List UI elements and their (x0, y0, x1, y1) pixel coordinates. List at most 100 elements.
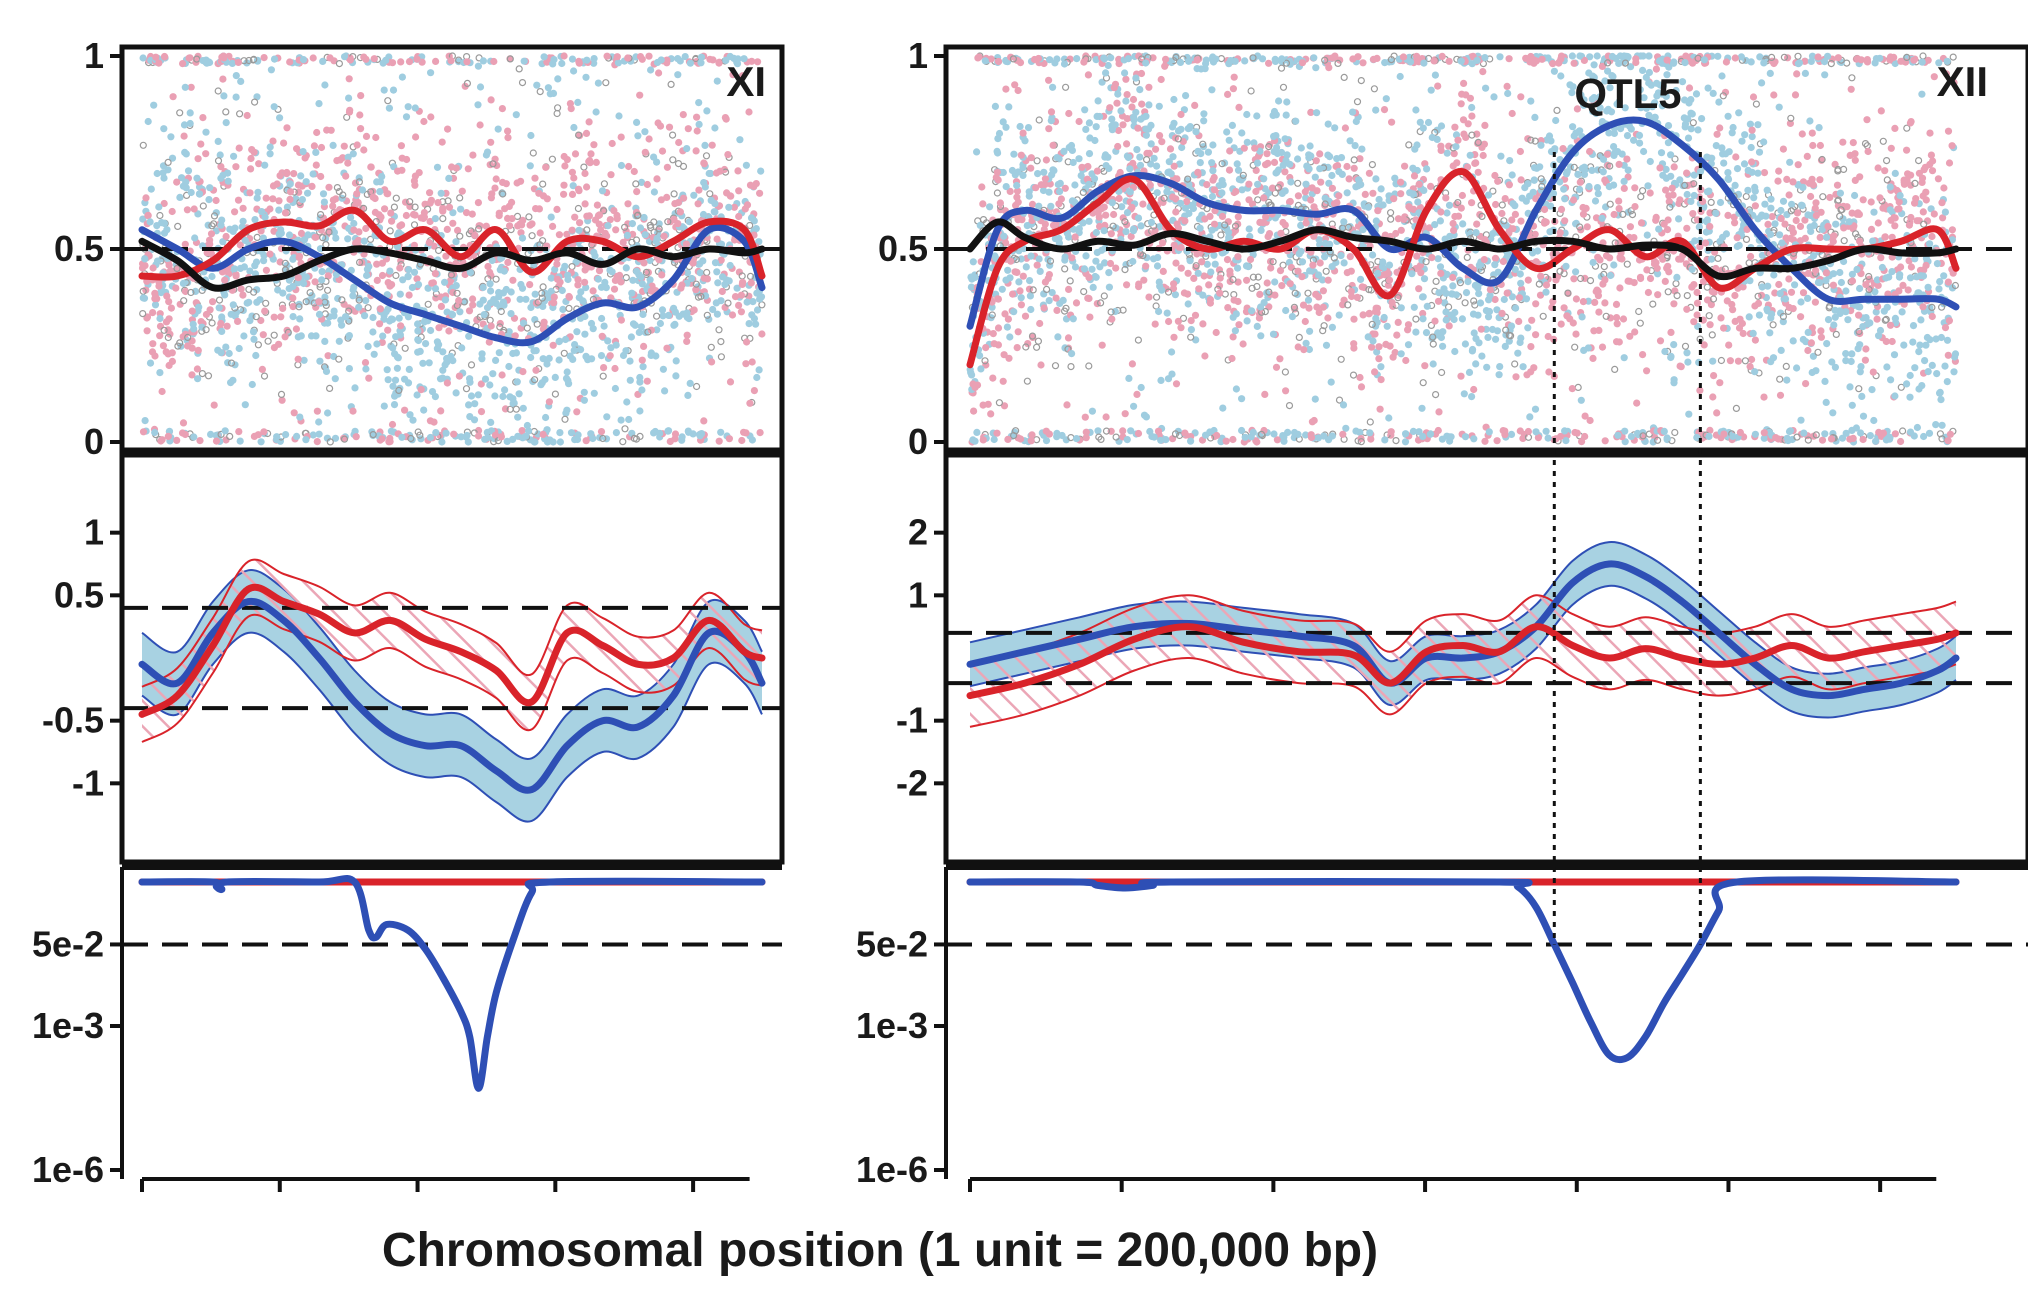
XI-genotype-point (236, 241, 244, 249)
XI-genotype-point (378, 338, 386, 346)
XI-genotype-point (174, 342, 182, 350)
XII-genotype-point (1673, 273, 1681, 281)
XI-genotype-point (549, 60, 557, 68)
XII-genotype-point (1151, 320, 1159, 328)
XI-genotype-point (629, 276, 637, 284)
XI-genotype-point (486, 316, 494, 324)
XI-genotype-point (670, 321, 678, 329)
XI-genotype-point (141, 417, 149, 425)
XI-genotype-point (364, 342, 372, 350)
XI-genotype-point (179, 279, 187, 287)
XII-genotype-point (1196, 159, 1204, 167)
XII-genotype-point (1169, 435, 1177, 443)
XI-genotype-point (194, 346, 202, 354)
XI-genotype-point (542, 163, 550, 171)
XII-genotype-point (1601, 77, 1609, 85)
XI-genotype-point (311, 233, 319, 241)
XII-genotype-point (1909, 338, 1917, 346)
XI-genotype-point (518, 234, 527, 242)
XII-genotype-point (1235, 175, 1243, 183)
XI-genotype-point (542, 413, 550, 422)
XI-genotype-point (574, 281, 582, 289)
XII-genotype-point (1123, 281, 1131, 289)
XII-genotype-point (1746, 362, 1754, 371)
XI-genotype-point (164, 432, 172, 440)
XI-genotype-point (336, 156, 344, 164)
XII-genotype-point (1371, 368, 1379, 376)
XI-genotype-point (425, 359, 433, 367)
XI-genotype-point (164, 158, 172, 166)
XII-genotype-point (1458, 191, 1466, 200)
XII-genotype-point (1705, 312, 1713, 320)
XI-genotype-point (202, 326, 210, 334)
XI-genotype-point (659, 312, 667, 320)
XII-genotype-point (1391, 348, 1399, 357)
XI-genotype-point (491, 184, 499, 192)
XI-genotype-point (322, 367, 331, 375)
XI-genotype-point (168, 357, 176, 365)
XII-genotype-point (1143, 149, 1151, 157)
XII-genotype-point (1376, 405, 1384, 413)
XII-genotype-point (1128, 360, 1136, 368)
XI-genotype-point (616, 271, 624, 279)
XII-genotype-point (1844, 316, 1852, 324)
XI-genotype-point (257, 227, 265, 235)
XI-genotype-point (508, 198, 516, 206)
XI-genotype-point (207, 430, 215, 438)
XI-genotype-point (547, 213, 555, 221)
XI-genotype-point (384, 97, 392, 105)
XII-genotype-point (1920, 432, 1928, 441)
XII-genotype-point (1751, 183, 1759, 191)
XI-top-y-tick-label: 0 (84, 421, 104, 462)
XI-genotype-point (700, 160, 708, 168)
XII-genotype-point (1616, 52, 1624, 60)
XI-genotype-point (520, 319, 528, 327)
XI-genotype-point (581, 330, 589, 338)
XI-genotype-point (641, 231, 649, 239)
XI-genotype-point (340, 435, 349, 443)
XI-genotype-point (694, 293, 703, 301)
XI-genotype-point (684, 391, 692, 399)
XI-genotype-point (193, 174, 201, 182)
XI-genotype-point (229, 301, 237, 309)
XI-genotype-point (663, 163, 672, 171)
XI-genotype-point (231, 224, 239, 232)
XII-genotype-point (1683, 305, 1691, 313)
XI-genotype-point (681, 53, 689, 61)
XII-genotype-point (1683, 224, 1691, 232)
XII-genotype-point (1357, 275, 1365, 283)
XI-genotype-point (234, 317, 242, 325)
XII-genotype-point (1119, 121, 1127, 129)
XII-genotype-point (1002, 183, 1010, 191)
XI-genotype-point (668, 131, 677, 139)
XII-genotype-point (1006, 187, 1014, 195)
XI-genotype-point (319, 57, 327, 65)
XI-genotype-point (406, 411, 414, 419)
XI-genotype-point (633, 267, 641, 275)
XI-genotype-point (528, 232, 536, 240)
XII-genotype-point (1580, 163, 1588, 171)
XI-genotype-point (144, 117, 152, 126)
XI-genotype-point (717, 297, 725, 305)
XI-genotype-point (297, 172, 305, 180)
XII-genotype-point (1048, 289, 1056, 297)
XII-genotype-point (1654, 270, 1662, 278)
XI-genotype-point (352, 433, 360, 441)
XI-genotype-point (566, 352, 574, 360)
XI-genotype-point (533, 320, 541, 328)
XI-genotype-point (650, 429, 658, 437)
XI-genotype-point (397, 142, 405, 150)
XI-genotype-point (643, 180, 652, 189)
XII-genotype-point (1065, 285, 1073, 293)
XI-genotype-point (376, 216, 384, 224)
XII-genotype-point (1097, 435, 1105, 443)
XII-genotype-point (1568, 385, 1576, 393)
XII-genotype-point (1122, 228, 1130, 236)
XI-genotype-point (326, 54, 334, 62)
XI-genotype-point (626, 357, 634, 365)
XI-genotype-point (361, 359, 370, 367)
XII-genotype-point (1155, 307, 1163, 316)
XI-genotype-point (503, 437, 511, 445)
XI-genotype-point (603, 413, 611, 421)
